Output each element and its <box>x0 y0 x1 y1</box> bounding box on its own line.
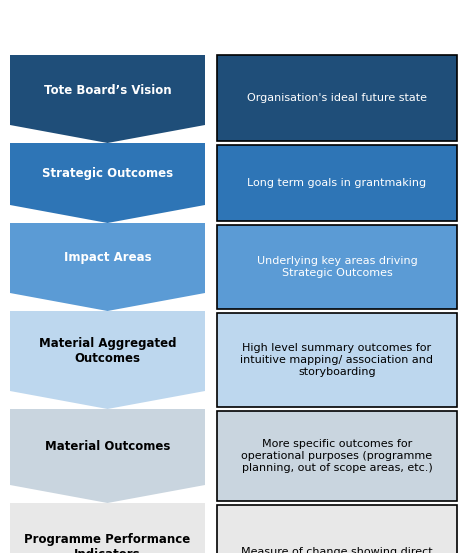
Bar <box>217 55 457 141</box>
Polygon shape <box>10 143 205 223</box>
Text: Underlying key areas driving
Strategic Outcomes: Underlying key areas driving Strategic O… <box>257 256 417 278</box>
Bar <box>217 225 457 309</box>
Text: Impact Areas: Impact Areas <box>64 252 151 264</box>
Polygon shape <box>10 311 205 409</box>
Text: High level summary outcomes for
intuitive mapping/ association and
storyboarding: High level summary outcomes for intuitiv… <box>241 343 433 377</box>
Polygon shape <box>10 503 205 553</box>
Text: Material Outcomes: Material Outcomes <box>45 441 170 453</box>
Text: Measure of change showing direct
results of the activities undertaken: Measure of change showing direct results… <box>240 547 435 553</box>
Polygon shape <box>10 223 205 311</box>
Text: Long term goals in grantmaking: Long term goals in grantmaking <box>248 178 427 188</box>
Bar <box>217 411 457 501</box>
Bar <box>217 313 457 407</box>
Bar <box>217 145 457 221</box>
Text: Strategic Outcomes: Strategic Outcomes <box>42 168 173 180</box>
Polygon shape <box>10 409 205 503</box>
Bar <box>217 505 457 553</box>
Polygon shape <box>10 55 205 143</box>
Text: More specific outcomes for
operational purposes (programme
planning, out of scop: More specific outcomes for operational p… <box>242 440 432 473</box>
Text: Material Aggregated
Outcomes: Material Aggregated Outcomes <box>39 337 176 365</box>
Text: Tote Board’s Vision: Tote Board’s Vision <box>44 84 171 97</box>
Text: Programme Performance
Indicators: Programme Performance Indicators <box>24 534 190 553</box>
Text: Organisation's ideal future state: Organisation's ideal future state <box>247 93 427 103</box>
